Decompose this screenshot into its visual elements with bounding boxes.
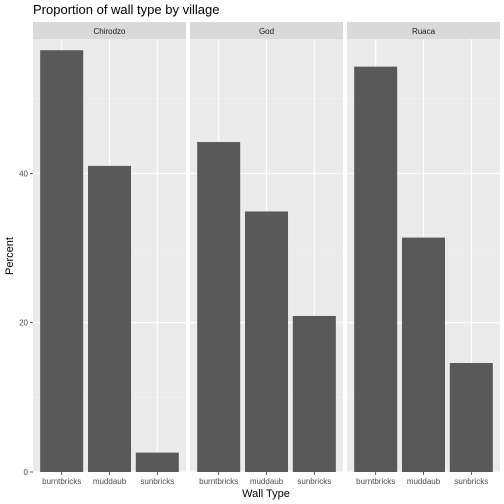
facet-panels: Chirodzo burntbricks muddaub sunbricks God bu… bbox=[33, 22, 500, 486]
chart-title: Proportion of wall type by village bbox=[33, 2, 219, 17]
facet-strip-label: Chirodzo bbox=[93, 27, 126, 36]
x-tick-label: sunbricks bbox=[297, 477, 331, 486]
x-axis-title: Wall Type bbox=[242, 488, 290, 500]
x-tick-label: muddaub bbox=[407, 477, 441, 486]
y-axis-title: Percent bbox=[4, 237, 16, 275]
x-tick-label: sunbricks bbox=[140, 477, 174, 486]
x-tick-label: sunbricks bbox=[454, 477, 488, 486]
y-axis: 0 20 40 bbox=[19, 169, 33, 477]
x-tick-label: burntbricks bbox=[356, 477, 395, 486]
y-tick-label: 0 bbox=[24, 468, 29, 477]
bar-ruaca-sunbricks bbox=[449, 363, 493, 472]
bar-ruaca-muddaub bbox=[401, 237, 446, 472]
x-tick-label: muddaub bbox=[250, 477, 284, 486]
facet-strip-label: God bbox=[259, 27, 274, 36]
facet-strip bbox=[33, 22, 186, 39]
bar-god-muddaub bbox=[244, 211, 289, 473]
y-tick-label: 20 bbox=[19, 319, 28, 328]
bar-ruaca-burntbricks bbox=[354, 66, 398, 473]
bar-chirodzo-burntbricks bbox=[40, 50, 84, 473]
bar-god-sunbricks bbox=[292, 315, 336, 472]
x-tick-label: burntbricks bbox=[199, 477, 238, 486]
facet-panel-chirodzo: Chirodzo burntbricks muddaub sunbricks bbox=[33, 22, 186, 486]
facet-strip bbox=[190, 22, 343, 39]
x-tick-label: muddaub bbox=[93, 477, 127, 486]
x-tick-label: burntbricks bbox=[42, 477, 81, 486]
bar-chirodzo-sunbricks bbox=[135, 452, 179, 472]
facet-panel-ruaca: Ruaca burntbricks muddaub sunbricks bbox=[347, 22, 500, 486]
bar-god-burntbricks bbox=[197, 142, 241, 472]
facet-panel-god: God burntbricks muddaub sunbricks bbox=[190, 22, 343, 486]
y-tick-label: 40 bbox=[19, 169, 28, 178]
facet-strip-label: Ruaca bbox=[412, 27, 436, 36]
bar-chirodzo-muddaub bbox=[87, 165, 132, 472]
facet-strip bbox=[347, 22, 500, 39]
